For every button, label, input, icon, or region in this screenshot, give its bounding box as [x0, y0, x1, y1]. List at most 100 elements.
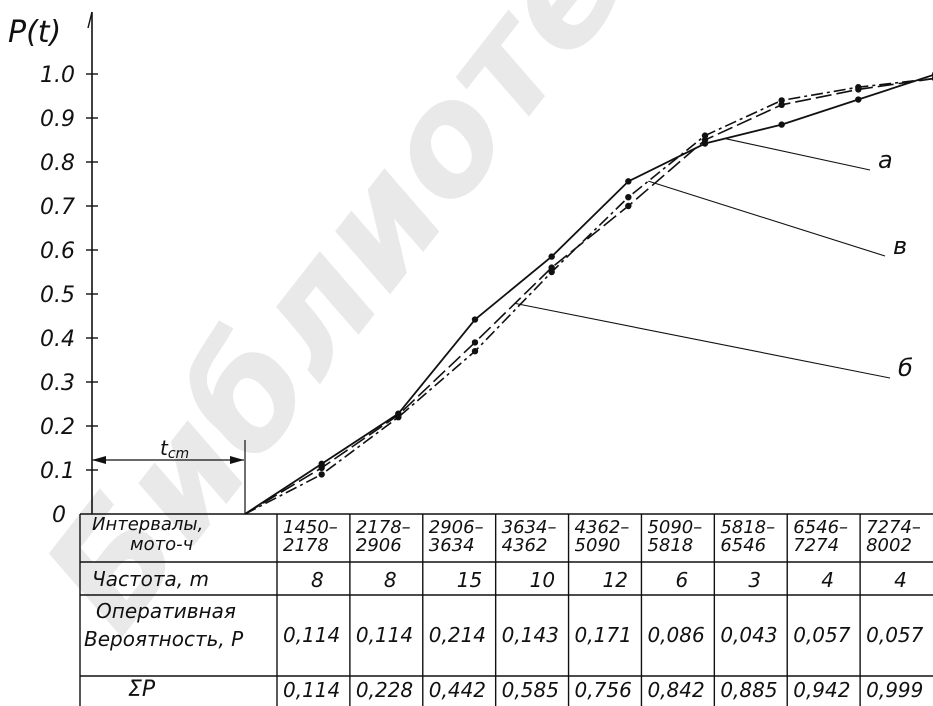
interval-cell-top: 1450–	[283, 517, 338, 538]
row-label-intervals-unit: мото-ч	[130, 534, 193, 555]
interval-cell-bottom: 8002	[866, 535, 912, 556]
data-point	[778, 121, 785, 128]
cumulative-cell: 0,756	[575, 678, 632, 702]
data-table: Интервалы,мото-ч Частота, m Оперативная Вер…	[79, 513, 933, 706]
interval-cell-bottom: 4362	[502, 535, 548, 556]
series-line-б	[244, 77, 933, 515]
y-ticks: 1.0 0.9 0.8 0.7 0.6 0.5 0.4 0.3 0.2 0.1 0	[40, 63, 98, 528]
y-tick-label: 0.3	[40, 371, 75, 396]
frequency-cell: 4	[894, 568, 907, 592]
data-point	[778, 101, 785, 109]
data-point	[701, 136, 709, 144]
t-cm-marker: tcm	[92, 436, 246, 514]
data-point	[778, 97, 785, 104]
frequency-cell: 10	[530, 568, 555, 592]
frequency-cell: 6	[675, 568, 688, 592]
series-label-б: б	[898, 354, 913, 382]
interval-cell-top: 5818–	[720, 517, 775, 538]
interval-cell-top: 3634–	[502, 517, 557, 538]
cumulative-cell: 0,442	[429, 678, 486, 702]
data-point	[548, 264, 555, 271]
data-point	[471, 339, 479, 346]
frequency-cell: 8	[311, 568, 324, 592]
series-line-в	[244, 77, 933, 515]
row-label-intervals: Интервалы,	[92, 514, 203, 535]
data-point	[471, 316, 479, 323]
series-leaders: a в б	[514, 138, 913, 382]
series-label-в: в	[893, 232, 907, 260]
probability-cell: 0,057	[793, 623, 851, 647]
probability-cell: 0,143	[502, 623, 559, 647]
interval-cell-top: 2178–	[356, 517, 411, 538]
row-label-frequency: Частота, m	[92, 567, 209, 591]
leader-line-в	[648, 180, 886, 257]
interval-cell-top: 2906–	[429, 517, 484, 538]
data-point	[701, 132, 709, 139]
leader-line-б	[514, 302, 891, 379]
row-label-cumulative: ΣP	[128, 677, 156, 702]
interval-cell-top: 7274–	[866, 517, 921, 538]
interval-cell-bottom: 2178	[283, 535, 329, 556]
series-label-a: a	[878, 146, 893, 174]
interval-cell-bottom: 5090	[575, 535, 621, 556]
series-line-a	[244, 74, 933, 515]
frequency-cell: 4	[821, 568, 834, 592]
interval-cell-bottom: 6546	[720, 535, 766, 556]
probability-cell: 0,057	[866, 623, 924, 647]
y-tick-label: 0.5	[40, 283, 75, 308]
probability-cell: 0,114	[283, 623, 340, 647]
frequency-cell: 8	[384, 568, 397, 592]
data-point	[318, 464, 325, 471]
series-group	[244, 71, 933, 515]
cumulative-cell: 0,885	[720, 678, 777, 702]
y-tick-label: 0.2	[40, 415, 75, 440]
data-point	[318, 471, 325, 478]
row-label-probability: Оперативная	[96, 599, 236, 623]
cumulative-cell: 0,999	[866, 678, 923, 702]
data-point	[625, 194, 632, 201]
interval-cell-bottom: 2906	[356, 535, 402, 556]
t-cm-arrow-right	[230, 456, 244, 464]
probability-cell: 0,114	[356, 623, 413, 647]
cumulative-cell: 0,842	[647, 678, 704, 702]
frequency-cell: 15	[457, 568, 482, 592]
interval-cell-top: 4362–	[575, 517, 630, 538]
frequency-cell: 3	[748, 568, 761, 592]
y-tick-label: 0	[52, 503, 66, 528]
probability-cell: 0,214	[429, 623, 486, 647]
leader-line-a	[724, 138, 871, 171]
watermark: Библиотека ГГТУ	[11, 0, 933, 662]
y-tick-label: 0.7	[40, 195, 75, 220]
y-tick-label: 0.4	[40, 327, 75, 352]
data-point	[625, 202, 632, 210]
probability-cell: 0,171	[575, 623, 632, 647]
data-point	[471, 348, 479, 355]
interval-cell-bottom: 7274	[793, 535, 839, 556]
row-label-probability-2: Вероятность, P	[84, 627, 244, 651]
data-point	[548, 253, 555, 260]
cumulative-cell: 0,942	[793, 678, 850, 702]
data-point	[548, 268, 555, 276]
data-point	[625, 178, 632, 185]
y-axis-arrow	[87, 11, 93, 29]
probability-cell: 0,086	[647, 623, 704, 647]
t-cm-label: tcm	[160, 436, 189, 462]
y-tick-label: 0.6	[40, 239, 75, 264]
t-cm-arrow-left	[92, 456, 106, 464]
y-tick-label: 0.1	[40, 459, 75, 484]
y-axis-label: P(t)	[8, 15, 61, 50]
y-tick-label: 0.8	[40, 151, 75, 176]
interval-cell-bottom: 5818	[647, 535, 693, 556]
probability-cell: 0,043	[720, 623, 777, 647]
data-point	[395, 411, 402, 419]
frequency-cell: 12	[603, 568, 628, 592]
data-point	[855, 96, 862, 103]
cumulative-cell: 0,228	[356, 678, 413, 702]
interval-cell-bottom: 3634	[429, 535, 475, 556]
interval-cell-top: 5090–	[647, 517, 702, 538]
interval-cell-top: 6546–	[793, 517, 848, 538]
y-tick-label: 0.9	[40, 107, 75, 132]
cumulative-cell: 0,585	[502, 678, 559, 702]
y-tick-label: 1.0	[40, 63, 75, 88]
